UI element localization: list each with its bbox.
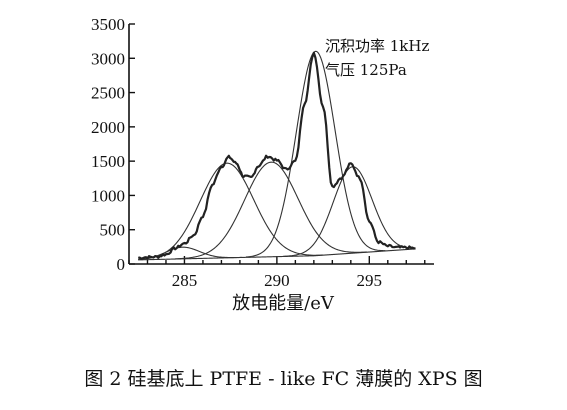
y-tick-label: 1000 — [91, 186, 125, 205]
y-tick-label: 2500 — [91, 84, 125, 103]
x-tick-label: 290 — [264, 271, 290, 290]
figure-caption: 图 2 硅基底上 PTFE - like FC 薄膜的 XPS 图 — [84, 368, 483, 390]
y-tick-label: 1500 — [91, 152, 125, 171]
x-tick-label: 285 — [172, 271, 198, 290]
annotation-pressure: 气压 125Pa — [325, 61, 407, 79]
y-tick-label: 3000 — [91, 49, 125, 68]
annotation-power: 沉积功率 1kHz — [325, 37, 429, 55]
fit-component-5 — [282, 166, 415, 257]
fit-component-2 — [138, 162, 324, 261]
x-axis-label: 放电能量/eV — [232, 293, 335, 314]
fit-component-3 — [174, 161, 368, 260]
y-tick-label: 0 — [117, 255, 126, 274]
baseline-curve — [138, 248, 416, 261]
spectrum-curve — [138, 51, 416, 260]
y-tick-label: 3500 — [91, 15, 125, 34]
x-tick-label: 295 — [357, 271, 383, 290]
y-tick-label: 500 — [100, 221, 126, 240]
fit-component-4 — [245, 50, 386, 258]
y-tick-label: 2000 — [91, 118, 125, 137]
